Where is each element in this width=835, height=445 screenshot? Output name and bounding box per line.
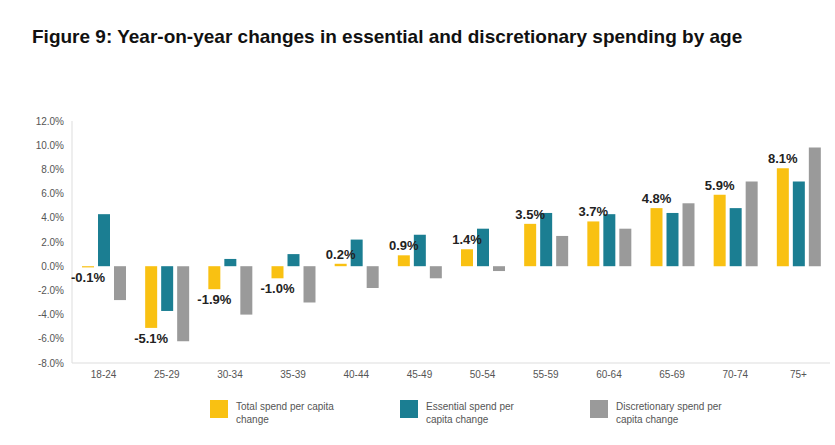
svg-text:55-59: 55-59 <box>533 369 559 380</box>
html-text:Total spend per capita change: Total spend per capita change <box>236 401 334 425</box>
svg-text:10.0%: 10.0% <box>36 140 64 151</box>
svg-text:2.0%: 2.0% <box>41 237 64 248</box>
svg-text:-0.1%: -0.1% <box>71 270 105 285</box>
svg-text:0.0%: 0.0% <box>41 261 64 272</box>
svg-text:0.2%: 0.2% <box>326 247 356 262</box>
svg-text:25-29: 25-29 <box>154 369 180 380</box>
svg-text:50-54: 50-54 <box>470 369 496 380</box>
svg-text:3.5%: 3.5% <box>515 207 545 222</box>
svg-text:60-64: 60-64 <box>596 369 622 380</box>
svg-text:30-34: 30-34 <box>217 369 243 380</box>
svg-text:65-69: 65-69 <box>659 369 685 380</box>
svg-text:-2.0%: -2.0% <box>38 285 64 296</box>
svg-text:70-74: 70-74 <box>722 369 748 380</box>
svg-text:12.0%: 12.0% <box>36 116 64 127</box>
svg-text:-1.9%: -1.9% <box>197 292 231 307</box>
html-text:Figure 9: Year-on-year changes: Figure 9: Year-on-year changes in essent… <box>32 26 743 47</box>
svg-text:-6.0%: -6.0% <box>38 333 64 344</box>
svg-text:8.1%: 8.1% <box>768 151 798 166</box>
svg-text:-5.1%: -5.1% <box>134 331 168 346</box>
svg-text:6.0%: 6.0% <box>41 188 64 199</box>
svg-text:0.9%: 0.9% <box>389 238 419 253</box>
svg-text:35-39: 35-39 <box>280 369 306 380</box>
svg-text:45-49: 45-49 <box>407 369 433 380</box>
html-text:Discretionary spend per capita: Discretionary spend per capita change <box>616 401 722 425</box>
svg-text:75+: 75+ <box>790 369 807 380</box>
svg-text:3.7%: 3.7% <box>579 204 609 219</box>
svg-text:-1.0%: -1.0% <box>261 281 295 296</box>
svg-text:4.8%: 4.8% <box>642 191 672 206</box>
svg-text:40-44: 40-44 <box>343 369 369 380</box>
html-text:Essential spend per capita cha: Essential spend per capita change <box>426 401 514 425</box>
svg-text:1.4%: 1.4% <box>452 232 482 247</box>
svg-text:18-24: 18-24 <box>91 369 117 380</box>
svg-text:8.0%: 8.0% <box>41 164 64 175</box>
svg-text:4.0%: 4.0% <box>41 212 64 223</box>
svg-text:-8.0%: -8.0% <box>38 358 64 369</box>
svg-text:-4.0%: -4.0% <box>38 309 64 320</box>
svg-text:5.9%: 5.9% <box>705 178 735 193</box>
